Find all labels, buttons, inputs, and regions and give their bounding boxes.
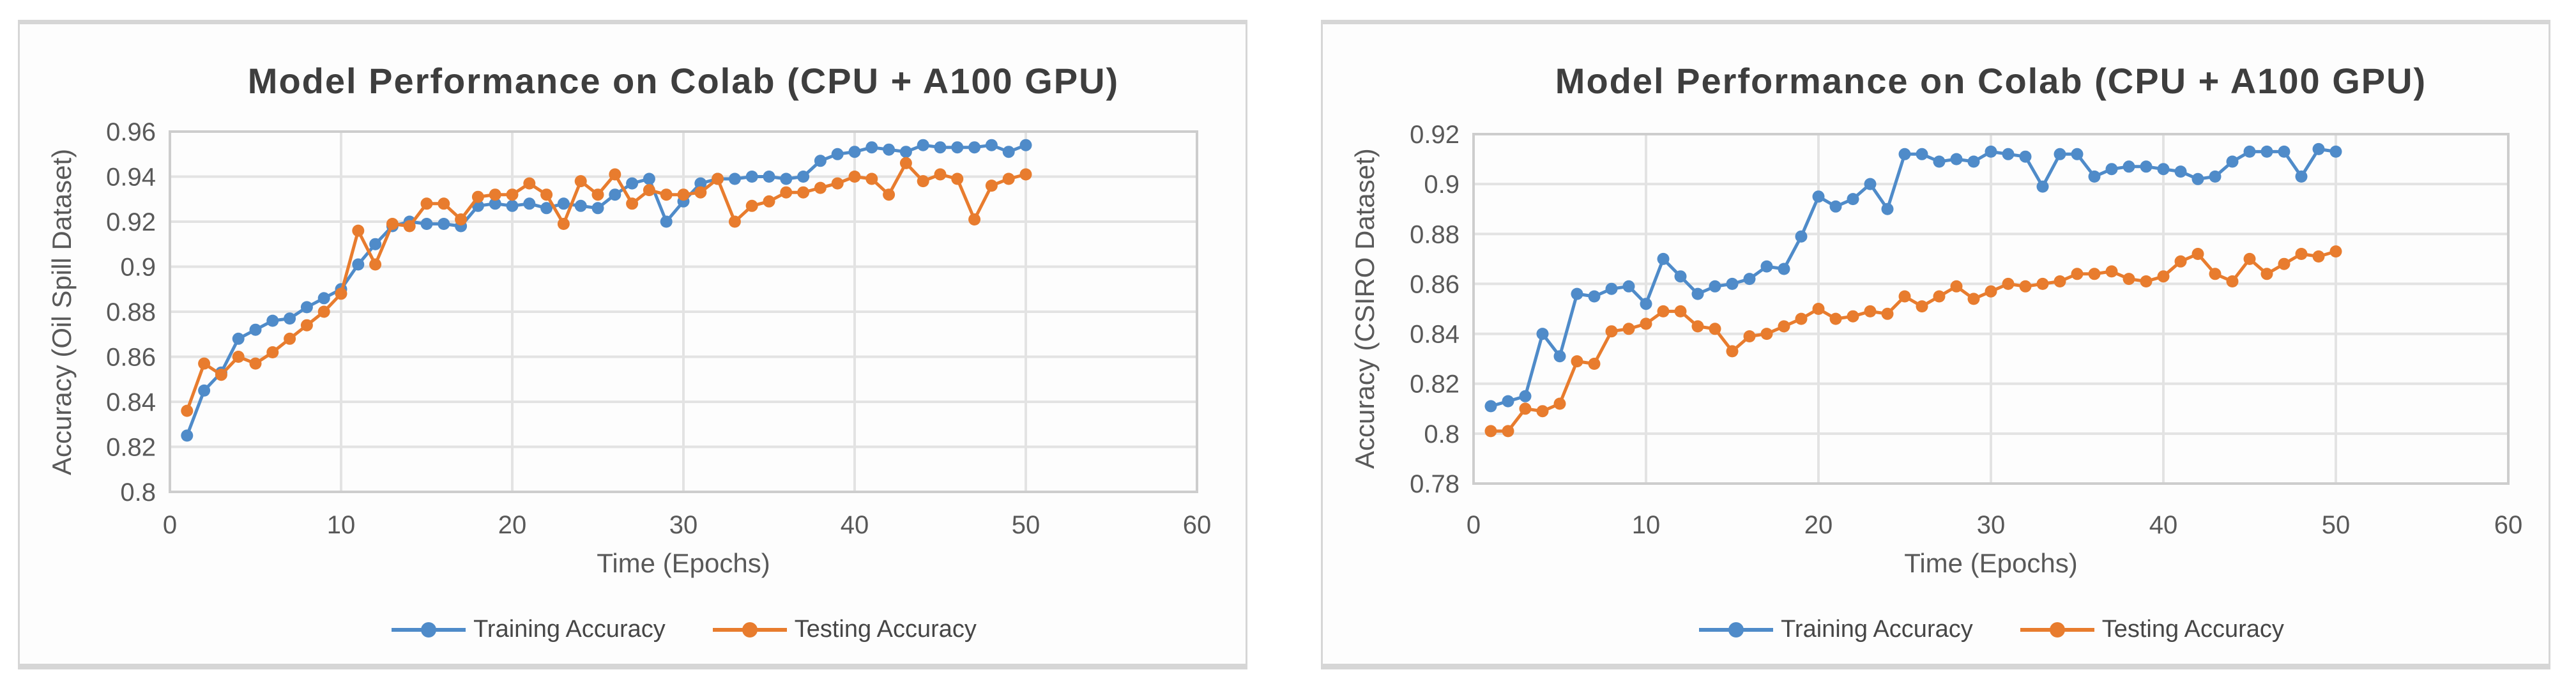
legend: Training Accuracy Testing Accuracy	[170, 616, 1197, 643]
legend-label-testing: Testing Accuracy	[2101, 616, 2284, 643]
series-testing	[1484, 245, 2342, 438]
svg-text:0.82: 0.82	[1410, 370, 1459, 399]
legend-marker-testing-icon	[712, 622, 787, 638]
svg-text:60: 60	[2494, 511, 2523, 539]
x-tick-labels: 0 10 20 30 40 50 60	[1467, 511, 2522, 539]
svg-text:0.86: 0.86	[1410, 270, 1459, 298]
legend-marker-testing-icon	[2020, 622, 2094, 638]
svg-text:30: 30	[669, 511, 698, 539]
svg-text:40: 40	[841, 511, 869, 539]
chart-panel-oil-spill: 0.8 0.82 0.84 0.86 0.88 0.9 0.92 0.94 0.96 0 10 20 3…	[18, 20, 1247, 669]
x-axis-title: Time (Epochs)	[597, 548, 770, 578]
line-chart-oil-spill: 0.8 0.82 0.84 0.86 0.88 0.9 0.92 0.94 0.96 0 10 20 3…	[106, 118, 1211, 539]
svg-text:60: 60	[1183, 511, 1212, 539]
legend: Training Accuracy Testing Accuracy	[1474, 616, 2508, 643]
y-axis-title: Accuracy (CSIRO Dataset)	[1350, 148, 1380, 470]
svg-text:30: 30	[1977, 511, 2006, 539]
svg-text:0.84: 0.84	[1410, 321, 1459, 349]
svg-text:10: 10	[1632, 511, 1661, 539]
legend-item-testing: Testing Accuracy	[712, 616, 977, 643]
legend-label-training: Training Accuracy	[473, 616, 666, 643]
svg-text:50: 50	[2322, 511, 2351, 539]
chart-title: Model Performance on Colab (CPU + A100 G…	[247, 61, 1120, 101]
svg-text:0.88: 0.88	[1410, 220, 1459, 248]
series-training	[1484, 142, 2342, 413]
svg-text:0.9: 0.9	[1424, 171, 1459, 199]
legend-label-training: Training Accuracy	[1781, 616, 1973, 643]
svg-text:0.84: 0.84	[106, 388, 156, 416]
svg-text:0.82: 0.82	[106, 434, 156, 462]
svg-text:0.92: 0.92	[106, 208, 156, 236]
y-axis-title: Accuracy (Oil Spill Dataset)	[47, 148, 77, 475]
svg-text:0.96: 0.96	[106, 118, 156, 146]
legend-marker-training-icon	[1699, 622, 1774, 638]
svg-text:0: 0	[1467, 511, 1481, 539]
plot-border	[169, 130, 1198, 493]
svg-text:0.8: 0.8	[120, 478, 156, 507]
svg-text:0.9: 0.9	[120, 254, 156, 282]
legend-item-testing: Testing Accuracy	[2019, 616, 2284, 643]
svg-text:0.94: 0.94	[106, 164, 156, 192]
svg-text:0: 0	[163, 511, 177, 539]
svg-text:20: 20	[1804, 511, 1833, 539]
x-axis-title: Time (Epochs)	[1904, 548, 2078, 578]
line-chart-csiro: 0.78 0.8 0.82 0.84 0.86 0.88 0.9 0.92 0 10 20 30 40 5…	[1410, 121, 2522, 539]
svg-text:40: 40	[2149, 511, 2178, 539]
svg-text:0.78: 0.78	[1410, 470, 1459, 498]
plot-border	[1472, 133, 2510, 485]
svg-text:0.8: 0.8	[1424, 420, 1459, 448]
legend-marker-training-icon	[392, 622, 466, 638]
svg-text:0.92: 0.92	[1410, 121, 1459, 149]
legend-item-training: Training Accuracy	[1698, 616, 1973, 643]
y-tick-labels: 0.78 0.8 0.82 0.84 0.86 0.88 0.9 0.92	[1410, 121, 1459, 498]
chart-panel-csiro: 0.78 0.8 0.82 0.84 0.86 0.88 0.9 0.92 0 10 20 30 40 5…	[1321, 20, 2550, 669]
svg-text:10: 10	[327, 511, 356, 539]
series-testing	[181, 157, 1032, 417]
legend-item-training: Training Accuracy	[390, 616, 666, 643]
svg-text:20: 20	[498, 511, 527, 539]
svg-text:0.86: 0.86	[106, 344, 156, 372]
legend-label-testing: Testing Accuracy	[794, 616, 977, 643]
svg-text:0.88: 0.88	[106, 298, 156, 326]
chart-title: Model Performance on Colab (CPU + A100 G…	[1555, 61, 2427, 101]
x-tick-labels: 0 10 20 30 40 50 60	[163, 511, 1211, 539]
svg-text:50: 50	[1012, 511, 1040, 539]
gridlines	[1474, 133, 2508, 485]
y-tick-labels: 0.8 0.82 0.84 0.86 0.88 0.9 0.92 0.94 0.96	[106, 118, 156, 507]
